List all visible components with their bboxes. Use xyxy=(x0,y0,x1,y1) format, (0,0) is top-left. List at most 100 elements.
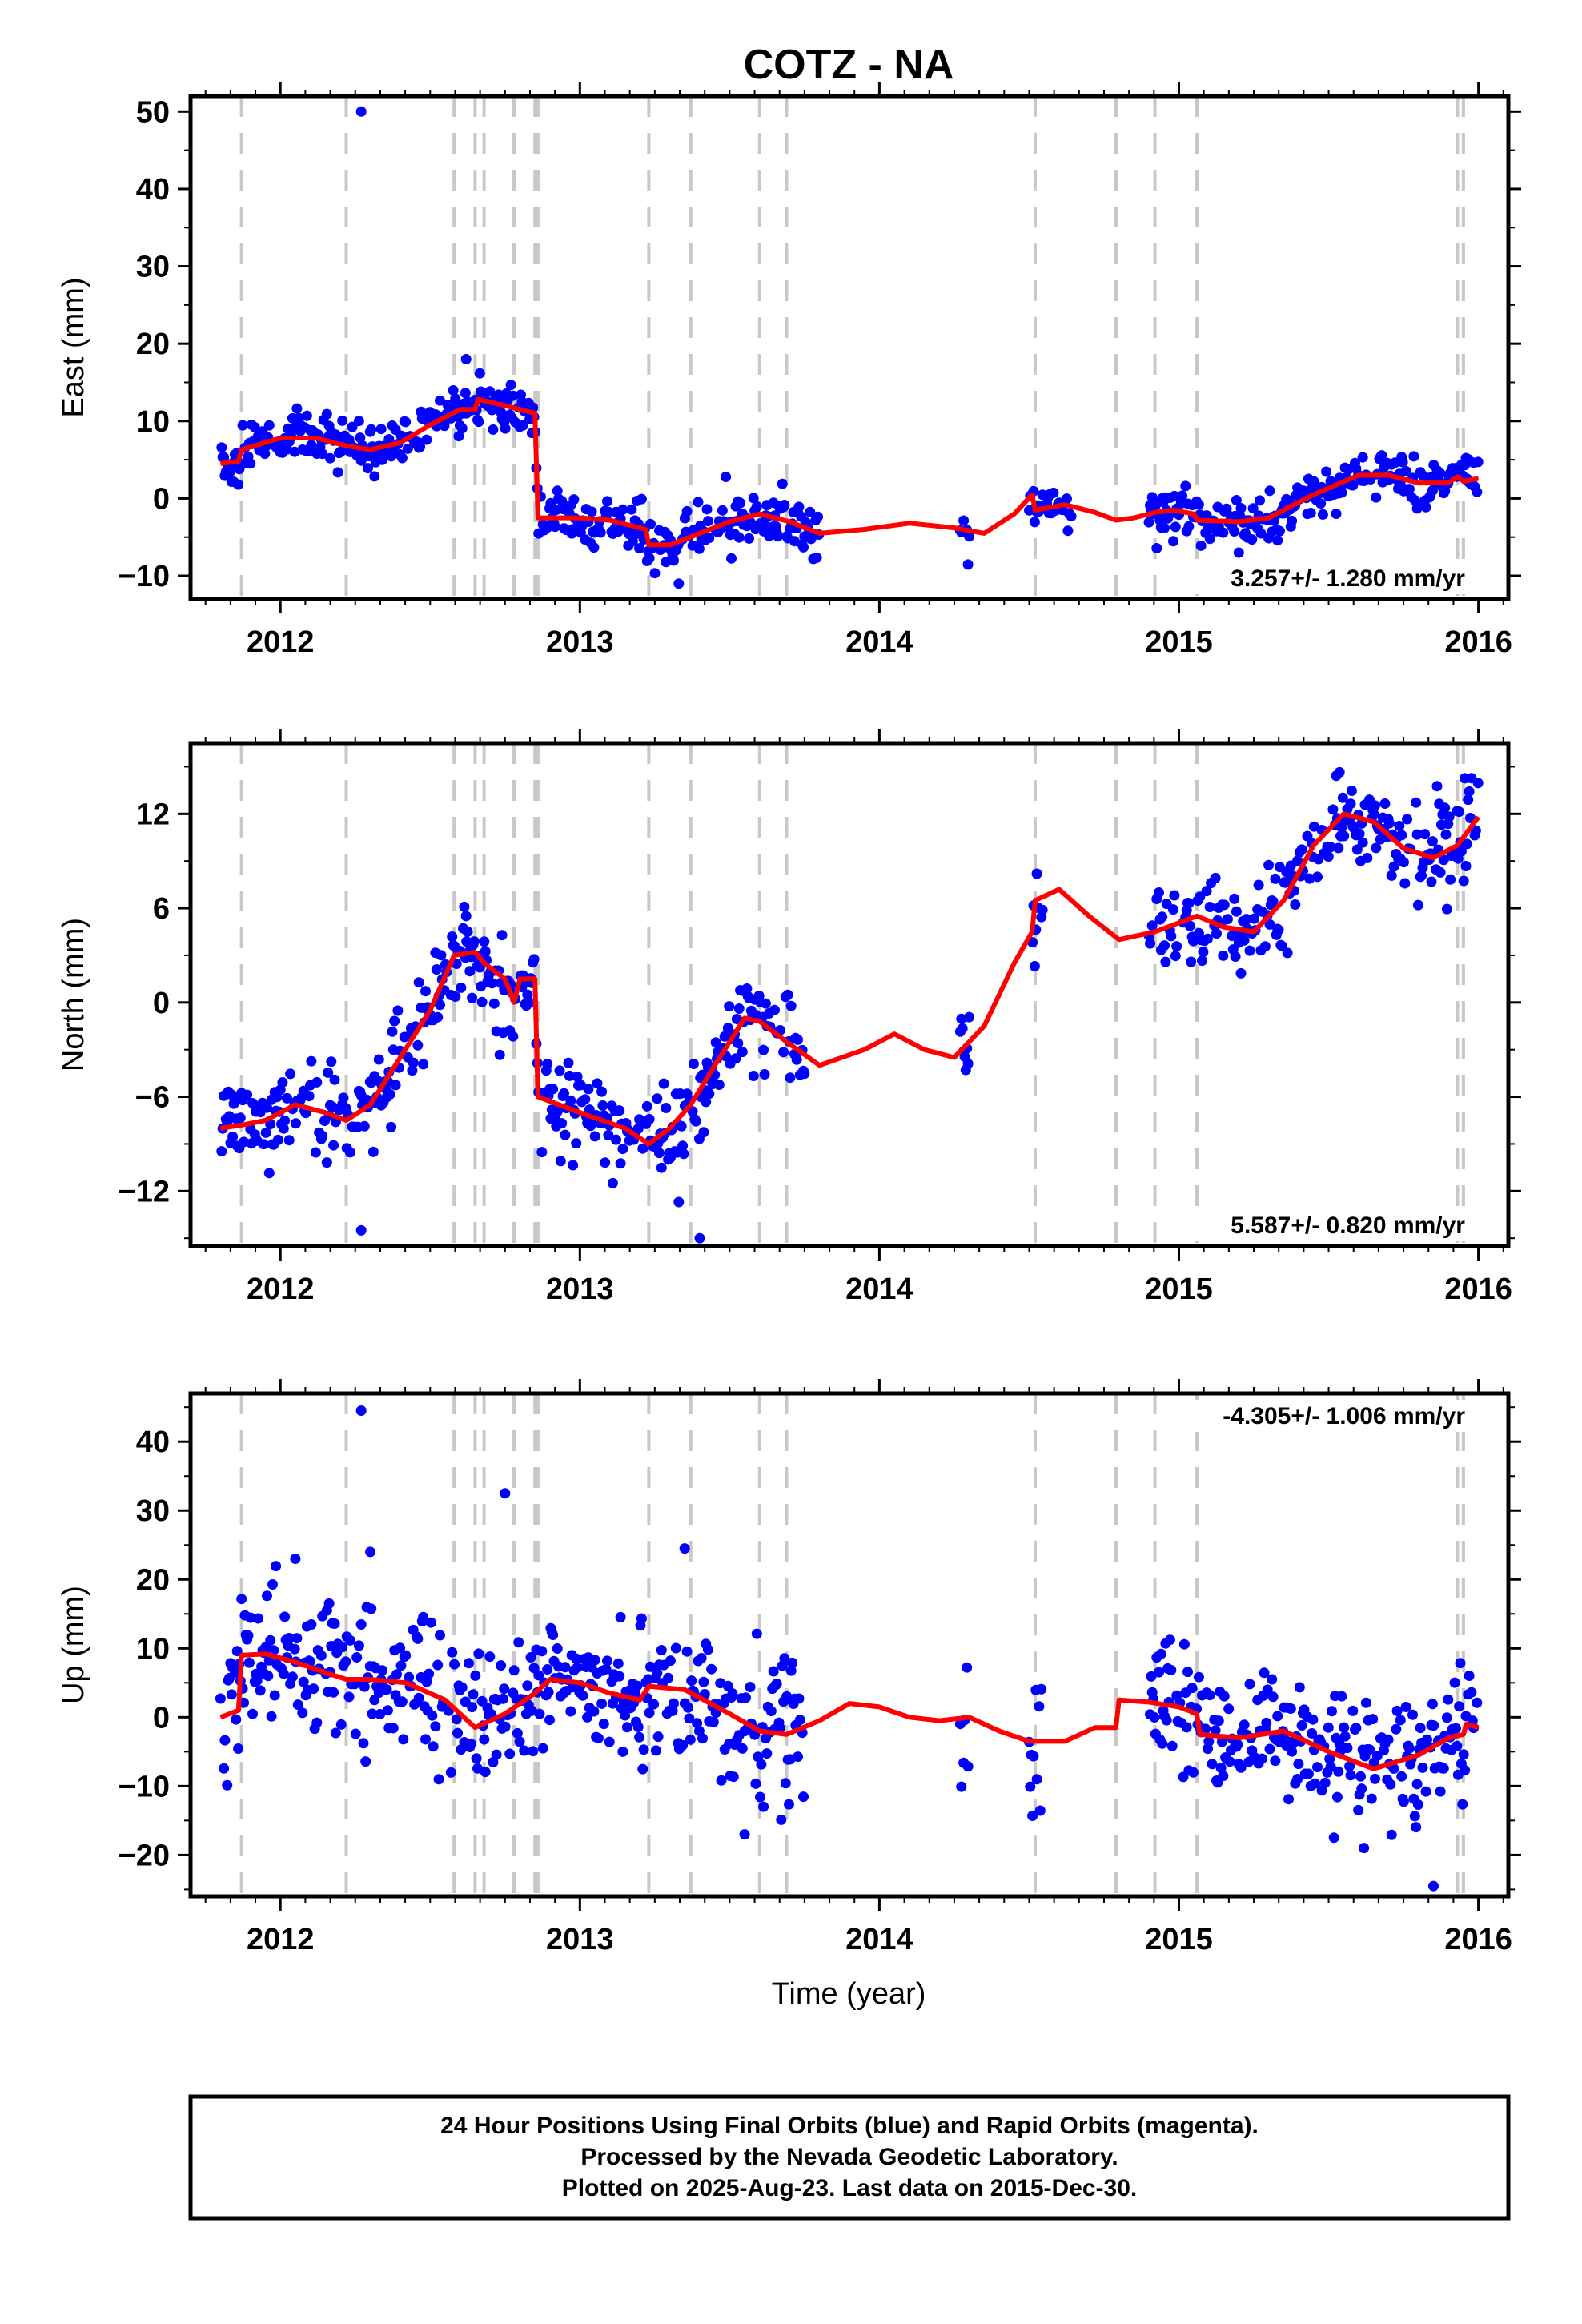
data-point xyxy=(654,1148,665,1159)
data-point xyxy=(1357,452,1368,463)
data-point xyxy=(351,1652,363,1663)
data-point xyxy=(522,1680,533,1691)
data-point xyxy=(600,1663,612,1675)
data-point xyxy=(1334,766,1345,778)
data-point xyxy=(396,1696,408,1707)
data-point xyxy=(404,1671,415,1683)
data-point xyxy=(1293,1759,1304,1770)
chart-title: COTZ - NA xyxy=(744,42,954,88)
data-point xyxy=(1253,879,1264,891)
data-point xyxy=(777,478,788,489)
data-point xyxy=(656,1645,667,1655)
data-point xyxy=(279,1115,291,1126)
data-point xyxy=(702,516,713,527)
data-point xyxy=(1455,1658,1466,1669)
data-point xyxy=(308,1683,319,1695)
data-point xyxy=(1470,825,1481,836)
data-point xyxy=(693,543,705,554)
data-point xyxy=(263,1671,274,1682)
data-point xyxy=(534,1708,545,1719)
data-point xyxy=(669,1698,679,1709)
data-point xyxy=(1287,515,1298,526)
x-tick-label: 2016 xyxy=(1444,625,1512,659)
data-point xyxy=(306,1619,317,1630)
data-point xyxy=(1259,941,1271,952)
data-point xyxy=(614,1671,625,1682)
data-point xyxy=(957,1023,968,1034)
data-point xyxy=(1391,1705,1403,1716)
data-point xyxy=(1345,798,1356,810)
data-point xyxy=(449,1659,460,1670)
data-point xyxy=(1383,818,1395,829)
data-point xyxy=(1315,498,1327,509)
panel-frame-north xyxy=(188,741,1511,1248)
data-point xyxy=(1161,1715,1172,1726)
data-point xyxy=(408,1057,419,1068)
data-point xyxy=(395,1642,406,1654)
data-point xyxy=(263,420,275,431)
data-point xyxy=(1239,935,1250,946)
data-point xyxy=(602,1655,612,1667)
data-point xyxy=(755,1791,765,1803)
x-tick-label: 2012 xyxy=(247,1923,315,1956)
data-point xyxy=(1247,503,1259,514)
data-point xyxy=(1262,1684,1273,1695)
data-point xyxy=(321,1157,332,1168)
data-point xyxy=(617,504,628,515)
data-point xyxy=(447,931,458,942)
data-point xyxy=(432,1659,444,1671)
data-point xyxy=(565,1706,576,1717)
panel-north: −12 −6 0 6 12 2012 2013 2014 2015 2016 North (mm) 5… xyxy=(57,729,1521,1306)
data-point xyxy=(1168,904,1178,915)
data-point xyxy=(768,1666,779,1677)
data-point xyxy=(1439,802,1451,814)
data-point xyxy=(424,1668,435,1679)
data-point xyxy=(1232,1739,1243,1750)
data-point xyxy=(396,1660,407,1671)
data-point xyxy=(555,1156,566,1167)
data-point xyxy=(337,1642,348,1653)
data-point xyxy=(1193,499,1204,510)
data-point xyxy=(1235,967,1247,979)
data-point xyxy=(330,1727,341,1739)
plot-area-up xyxy=(215,1393,1483,1896)
data-point xyxy=(1399,878,1411,889)
data-point xyxy=(1249,913,1260,924)
outlier-point xyxy=(694,1232,705,1244)
data-point xyxy=(544,1715,555,1726)
data-point xyxy=(716,1775,727,1786)
data-point xyxy=(224,468,235,479)
data-point xyxy=(418,1611,429,1622)
data-point xyxy=(798,541,809,553)
data-point xyxy=(552,1643,563,1654)
data-point xyxy=(291,403,303,414)
data-point xyxy=(1319,1777,1331,1788)
data-point xyxy=(474,368,485,379)
data-point xyxy=(1305,508,1316,518)
data-point xyxy=(791,1054,802,1065)
data-point xyxy=(251,1675,263,1687)
outlier-point xyxy=(739,1829,750,1840)
data-point xyxy=(577,1690,588,1701)
data-point xyxy=(536,1147,548,1158)
data-point xyxy=(1195,540,1207,551)
data-point xyxy=(1336,822,1347,833)
data-point xyxy=(778,1047,789,1058)
data-point xyxy=(722,1023,733,1034)
data-point xyxy=(1346,786,1357,796)
panel-frame-east xyxy=(188,94,1511,601)
data-point xyxy=(1357,837,1368,848)
data-point xyxy=(773,531,784,542)
data-point xyxy=(744,533,755,544)
data-point xyxy=(465,1738,476,1749)
data-point xyxy=(1235,503,1247,513)
x-axis-label: Time (year) xyxy=(772,1977,926,2011)
data-point xyxy=(1422,1734,1432,1745)
y-tick-label: −10 xyxy=(118,1770,170,1803)
data-point xyxy=(491,1749,502,1760)
data-point xyxy=(614,1105,625,1116)
x-tick-label: 2013 xyxy=(546,1923,614,1956)
data-point xyxy=(391,1669,402,1680)
data-point xyxy=(1178,1638,1190,1650)
